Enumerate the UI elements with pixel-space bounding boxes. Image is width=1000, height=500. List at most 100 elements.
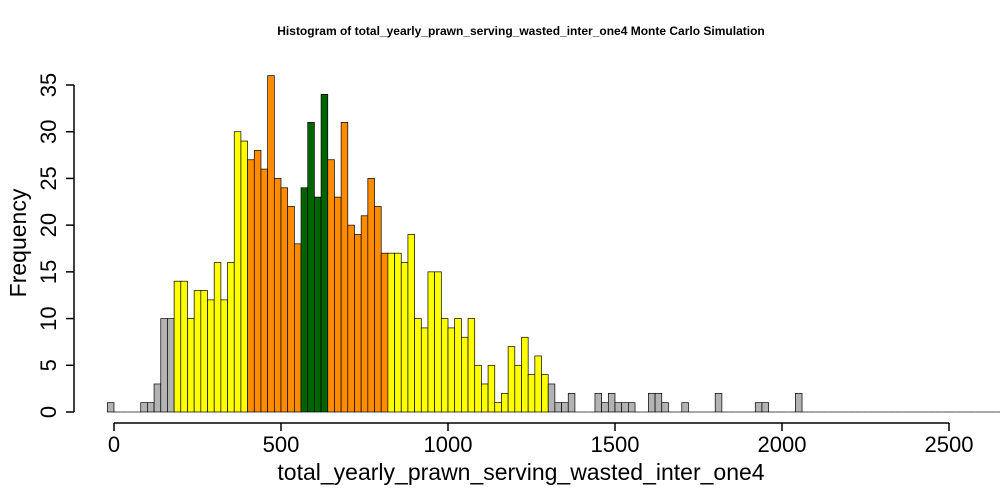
histogram-bar [367,178,375,413]
histogram-bar [300,187,309,413]
histogram-bar [147,402,155,413]
histogram-bar [374,206,382,413]
y-axis: 0 5 10 15 20 25 30 35 [36,73,75,418]
histogram-bar [507,346,516,413]
histogram-bar [193,290,202,413]
histogram-bar [648,392,656,413]
histogram-bar [714,392,723,413]
histogram-bar [380,252,389,413]
histogram-bar [420,327,429,413]
histogram-bar [354,234,362,413]
histogram-bar [461,336,469,413]
histogram-bar [434,271,442,413]
y-tick-label: 30 [36,119,61,143]
histogram-bar [213,262,222,413]
histogram-bar [227,262,235,413]
histogram-bar [280,187,289,413]
histogram-bar [594,392,602,413]
histogram-bar [547,383,556,413]
y-tick-label: 0 [36,406,61,418]
histogram-bar [501,392,509,413]
y-tick-label: 15 [36,260,61,284]
x-tick-label: 1000 [424,432,473,457]
x-tick-label: 2000 [758,432,807,457]
histogram-bar [394,252,402,413]
histogram-bar [260,168,268,413]
histogram-bar [207,299,215,413]
histogram-bar [407,234,415,413]
x-tick-label: 1500 [591,432,640,457]
y-tick-label: 10 [36,306,61,330]
y-tick-label: 35 [36,73,61,97]
histogram-bar [481,383,489,413]
histogram-bar [294,243,302,413]
y-tick-label: 20 [36,213,61,237]
histogram-bar [287,206,295,413]
histogram-bar [307,122,315,413]
histogram-bar [267,75,275,413]
histogram-bar [320,93,329,413]
histogram-bar [654,392,663,413]
histogram-bar [554,402,562,413]
histogram-bar [180,280,188,413]
histogram-bar [567,392,576,413]
histogram-bar [360,215,369,413]
histogram-bar [534,355,542,413]
histogram-bar [273,178,282,413]
histogram-bar [314,196,322,413]
histogram-bar [200,290,208,413]
histogram-bar [494,402,502,413]
histogram-bar [167,318,175,413]
histogram-bar [340,122,349,413]
y-axis-label: Frequency [5,188,31,297]
histogram-bar [601,402,609,413]
histogram-bar [621,402,629,413]
histogram-bar [427,271,435,413]
x-tick-label: 500 [263,432,300,457]
histogram-bar [614,402,623,413]
histogram-bar [447,327,456,413]
histogram-bar [160,318,168,413]
bars-group [106,75,1000,413]
histogram-bar [467,318,476,413]
x-axis: 0 500 1000 1500 2000 2500 [108,422,974,457]
histogram-bar [253,150,262,413]
histogram-bar [521,336,529,413]
histogram-bar [761,402,769,413]
histogram-bar [541,374,549,413]
histogram-bar [387,252,395,413]
histogram-bar [514,364,522,413]
y-tick-label: 5 [36,359,61,371]
histogram-bar [153,383,162,413]
x-tick-label: 0 [108,432,120,457]
histogram-bar [474,364,482,413]
histogram-bar [440,318,449,413]
histogram-bar [140,402,148,413]
histogram-bar [187,318,195,413]
histogram-bar [628,402,636,413]
y-tick-label: 25 [36,166,61,190]
histogram-bar [347,224,355,413]
histogram-bar [754,402,763,413]
chart-title: Histogram of total_yearly_prawn_serving_… [277,24,764,38]
histogram-bar [106,402,115,413]
x-tick-label: 2500 [925,432,974,457]
histogram-bar [681,402,689,413]
histogram-bar [334,196,342,413]
histogram-bar [247,159,255,413]
histogram-bar [795,392,803,413]
histogram-bar [454,318,462,413]
histogram-bar [233,131,242,413]
x-axis-label: total_yearly_prawn_serving_wasted_inter_… [277,459,764,485]
histogram-bar [327,159,335,413]
histogram-bar [561,402,569,413]
histogram-bar [400,262,409,413]
histogram-bar [527,374,536,413]
histogram-bar [607,392,616,413]
histogram-bar [173,280,182,413]
histogram-bar [240,140,248,413]
histogram-bar [414,318,422,413]
histogram-bar [661,402,669,413]
